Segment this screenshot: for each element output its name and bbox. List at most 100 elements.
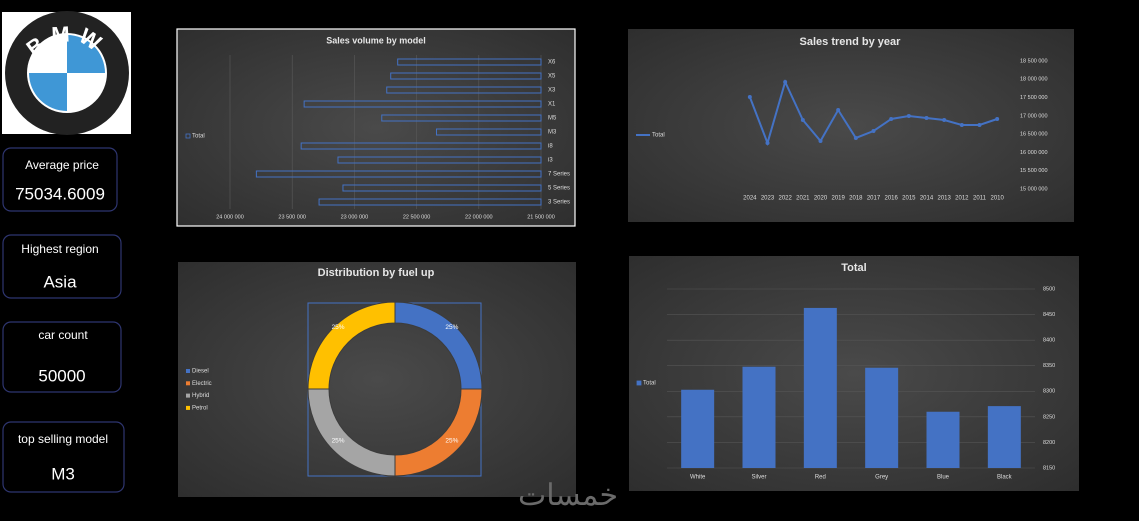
y-tick-label: 8400 <box>1043 338 1055 344</box>
chart-panel <box>176 28 576 227</box>
legend-label: Total <box>643 381 656 387</box>
card <box>2 234 122 299</box>
point <box>995 117 1000 122</box>
y-tick-label: 18 000 000 <box>1020 77 1048 83</box>
y-tick-label: 15 000 000 <box>1020 186 1048 192</box>
x-tick-label: 21 500 000 <box>527 214 555 220</box>
x-tick-label: 2011 <box>973 196 987 202</box>
y-tick-label: 16 500 000 <box>1020 132 1048 138</box>
y-tick-label: i8 <box>548 144 553 150</box>
y-tick-label: 8450 <box>1043 312 1055 318</box>
point <box>783 79 788 84</box>
x-tick-label: 2019 <box>831 196 845 202</box>
legend-swatch <box>186 405 190 410</box>
legend-swatch <box>186 381 190 386</box>
bar <box>381 114 542 122</box>
x-tick-label: Black <box>997 475 1013 481</box>
x-tick-label: 23 000 000 <box>341 214 369 220</box>
y-tick-label: 5 Series <box>548 186 570 192</box>
x-tick-label: 2023 <box>761 196 775 202</box>
card-value: M3 <box>51 464 75 483</box>
chart-title: Distribution by fuel up <box>318 267 435 279</box>
x-tick-label: Silver <box>751 475 766 481</box>
legend-swatch <box>636 380 642 386</box>
legend-label: Total <box>652 133 665 139</box>
legend-label: Total <box>192 134 205 140</box>
x-tick-label: 2012 <box>955 196 969 202</box>
chart-panel <box>628 29 1074 222</box>
bar <box>337 156 542 164</box>
card-value: Asia <box>43 272 77 291</box>
logo-blue <box>29 35 105 111</box>
y-tick-label: 18 500 000 <box>1020 58 1048 64</box>
y-tick-label: M5 <box>548 116 557 122</box>
x-tick-label: 2024 <box>743 196 757 202</box>
legend-label: Electric <box>192 381 212 387</box>
point <box>871 128 876 133</box>
y-tick-label: X6 <box>548 60 556 66</box>
data-label: 25% <box>445 324 458 331</box>
y-tick-label: 3 Series <box>548 200 570 206</box>
card-value: 75034.6009 <box>15 184 105 203</box>
x-tick-label: 2021 <box>796 196 810 202</box>
chart-title: Sales trend by year <box>800 36 902 48</box>
slice <box>307 301 396 390</box>
data-label: 25% <box>332 324 345 331</box>
bar <box>318 198 542 206</box>
y-tick-label: 8300 <box>1043 389 1055 395</box>
y-tick-label: 8250 <box>1043 414 1055 420</box>
y-tick-label: 8200 <box>1043 440 1055 446</box>
x-tick-label: 2013 <box>937 196 951 202</box>
bar <box>926 411 960 468</box>
point <box>853 135 858 140</box>
bar <box>397 58 542 66</box>
y-tick-label: 8500 <box>1043 286 1055 292</box>
bar <box>865 367 899 468</box>
bar <box>436 128 542 136</box>
y-tick-label: X5 <box>548 74 556 80</box>
x-tick-label: Grey <box>875 475 888 481</box>
x-tick-label: 2017 <box>867 196 881 202</box>
point <box>765 140 770 145</box>
x-tick-label: 24 000 000 <box>216 214 244 220</box>
data-label: 25% <box>445 438 458 445</box>
card <box>2 321 122 393</box>
point <box>924 116 929 121</box>
bar <box>255 170 542 178</box>
x-tick-label: 22 000 000 <box>465 214 493 220</box>
chart-title: Sales volume by model <box>326 35 426 45</box>
y-tick-label: M3 <box>548 130 557 136</box>
y-tick-label: 17 500 000 <box>1020 95 1048 101</box>
x-tick-label: 2014 <box>920 196 934 202</box>
watermark: خمسات <box>518 479 618 512</box>
x-tick-label: 2018 <box>849 196 863 202</box>
x-tick-label: Red <box>815 475 826 481</box>
card-label: top selling model <box>18 432 108 446</box>
legend-label: Petrol <box>192 405 208 411</box>
point <box>747 94 752 99</box>
bar <box>987 406 1021 468</box>
point <box>800 117 805 122</box>
point <box>818 139 823 144</box>
y-tick-label: 16 000 000 <box>1020 150 1048 156</box>
card-label: Average price <box>25 158 99 172</box>
x-tick-label: 2015 <box>902 196 916 202</box>
y-tick-label: X3 <box>548 88 556 94</box>
data-label: 25% <box>332 438 345 445</box>
card-value: 50000 <box>38 366 85 385</box>
card <box>2 421 125 493</box>
legend-swatch <box>186 393 190 398</box>
bar <box>300 142 542 150</box>
y-tick-label: 15 500 000 <box>1020 168 1048 174</box>
bar <box>390 72 542 80</box>
point <box>977 123 982 127</box>
x-tick-label: 2020 <box>814 196 828 202</box>
card-label: Highest region <box>21 242 98 256</box>
bar <box>342 184 542 192</box>
x-tick-label: 22 500 000 <box>403 214 431 220</box>
x-tick-label: 2022 <box>778 196 792 202</box>
point <box>959 123 964 127</box>
chart-title: Total <box>841 262 866 274</box>
